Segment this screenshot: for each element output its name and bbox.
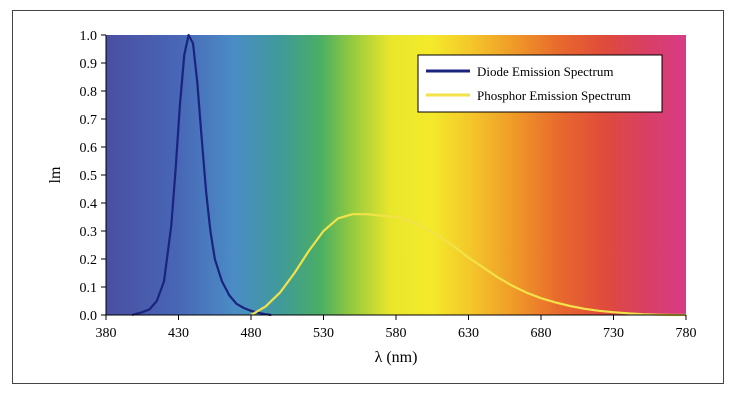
x-tick-label: 480 (241, 326, 262, 341)
series-line-phosphor (250, 213, 686, 317)
legend: Diode Emission Spectrum Phosphor Emissio… (417, 54, 663, 113)
x-tick-label: 530 (313, 326, 334, 341)
x-tick-label: 780 (676, 326, 697, 341)
x-tick-label: 730 (603, 326, 624, 341)
y-tick-label: 0.1 (80, 281, 98, 296)
x-tick-label: 430 (168, 326, 189, 341)
legend-label-diode: Diode Emission Spectrum (477, 64, 614, 79)
x-tick-label: 380 (96, 326, 117, 341)
y-tick-label: 0.7 (80, 113, 98, 128)
y-tick-label: 0.5 (80, 169, 98, 184)
x-tick-label: 580 (386, 326, 407, 341)
y-tick-label: 0.8 (80, 85, 98, 100)
y-tick-label: 0.9 (80, 57, 98, 72)
y-axis-title: lm (47, 166, 64, 183)
x-tick-label: 680 (531, 326, 552, 341)
y-tick-label: 0.0 (80, 309, 98, 324)
y-tick-label: 1.0 (80, 29, 98, 44)
y-tick-label: 0.4 (80, 197, 98, 212)
x-axis-title: λ (nm) (375, 349, 418, 366)
y-tick-label: 0.6 (80, 141, 98, 156)
y-tick-label: 0.3 (80, 225, 98, 240)
y-tick-label: 0.2 (80, 253, 98, 268)
series-line-diode (131, 33, 272, 317)
legend-label-phosphor: Phosphor Emission Spectrum (477, 88, 631, 103)
x-tick-label: 630 (458, 326, 479, 341)
